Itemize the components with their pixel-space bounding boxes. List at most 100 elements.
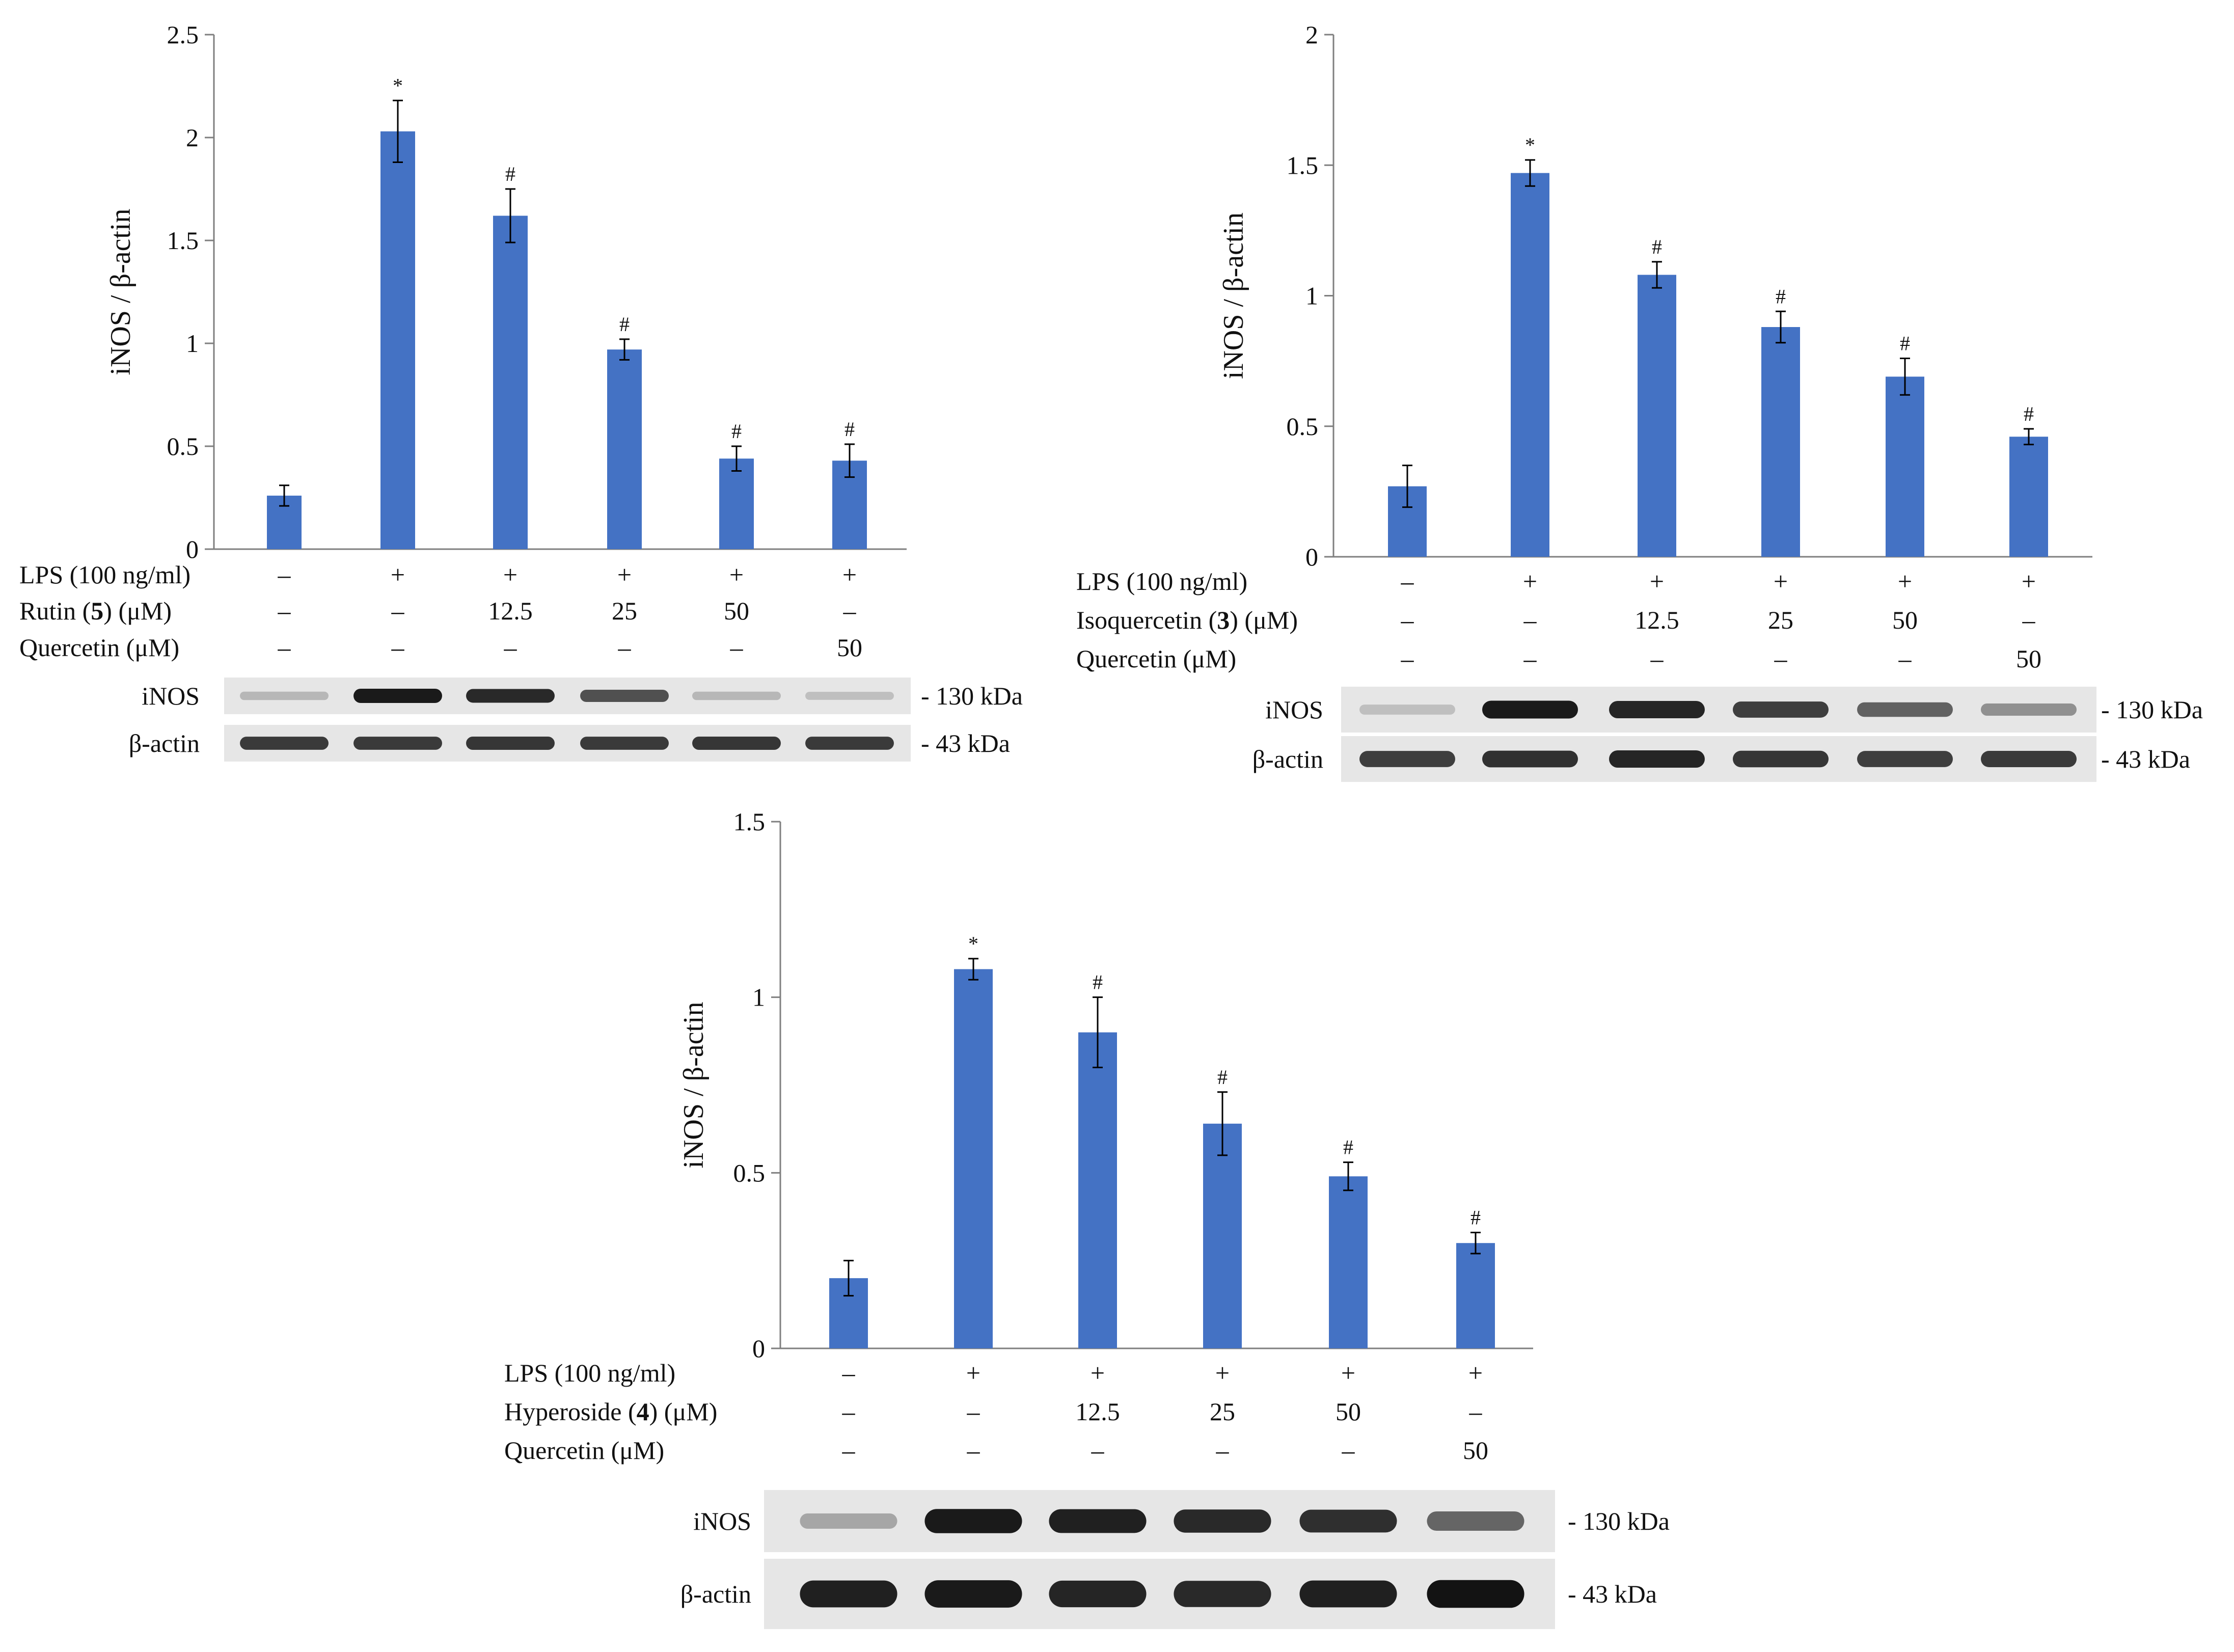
blot-kda-label: - 130 kDa (2101, 695, 2203, 724)
treatment-value: 25 (1210, 1397, 1235, 1426)
blot-band (692, 691, 781, 700)
blot-label: iNOS (693, 1507, 751, 1535)
blot-band (1981, 703, 2077, 716)
y-tick-label: 0 (1305, 543, 1318, 571)
treatment-value: 50 (1336, 1397, 1361, 1426)
blot-label: iNOS (142, 682, 200, 710)
blot-band (1427, 1580, 1524, 1608)
treatment-label: LPS (100 ng/ml) (504, 1359, 675, 1387)
treatment-value: 25 (612, 597, 637, 625)
y-tick-label: 1.5 (733, 807, 766, 836)
treatment-value: 12.5 (1075, 1397, 1120, 1426)
treatment-label: Quercetin (μM) (19, 633, 179, 662)
treatment-label: LPS (100 ng/ml) (19, 560, 190, 589)
treatment-value: + (1523, 567, 1537, 595)
treatment-value: – (967, 1436, 980, 1465)
blot-label: β-actin (680, 1580, 751, 1608)
blot-label: iNOS (1265, 695, 1323, 724)
treatment-value: – (967, 1397, 980, 1426)
treatment-value: – (842, 1436, 856, 1465)
blot-band (240, 691, 329, 700)
y-axis-label: iNOS / β-actin (1218, 212, 1249, 379)
blot-band (353, 688, 442, 703)
significance-mark: # (731, 420, 742, 443)
blot-band (1427, 1511, 1524, 1531)
blot-band (805, 737, 894, 750)
treatment-value: – (1898, 644, 1912, 673)
treatment-value: – (843, 597, 857, 625)
bar-5 (719, 458, 754, 549)
blot-strip (1341, 687, 2096, 733)
blot-band (1359, 751, 1455, 767)
y-tick-label: 2 (186, 123, 199, 152)
treatment-value: 50 (2016, 644, 2041, 673)
treatment-value: – (278, 560, 291, 589)
treatment-value: – (842, 1359, 856, 1387)
bar-3 (1078, 1032, 1117, 1348)
treatment-value: 50 (724, 597, 749, 625)
significance-mark: * (1525, 133, 1535, 156)
blot-band (1482, 700, 1578, 719)
y-axis-label: iNOS / β-actin (105, 208, 137, 375)
blot-band (1857, 702, 1953, 717)
treatment-value: 12.5 (1634, 606, 1679, 634)
y-axis-label: iNOS / β-actin (678, 1001, 710, 1168)
blot-band (800, 1513, 897, 1529)
blot-strip (224, 725, 911, 762)
treatment-label: Isoquercetin (3) (μM) (1076, 606, 1298, 634)
significance-mark: * (393, 74, 403, 97)
blot-band (466, 689, 555, 703)
blot-band (800, 1580, 897, 1608)
blot-band (1981, 750, 2077, 768)
treatment-value: + (503, 560, 517, 589)
treatment-value: + (1341, 1359, 1355, 1387)
significance-mark: # (844, 418, 855, 441)
treatment-value: + (617, 560, 632, 589)
treatment-value: – (278, 633, 291, 662)
y-tick-label: 0.5 (1287, 412, 1319, 441)
treatment-value: 25 (1768, 606, 1793, 634)
y-tick-label: 1.5 (167, 226, 199, 255)
treatment-value: 12.5 (488, 597, 533, 625)
treatment-value: – (391, 633, 405, 662)
blot-kda-label: - 43 kDa (921, 729, 1010, 757)
treatment-value: – (278, 597, 291, 625)
significance-mark: # (1776, 285, 1786, 308)
blot-band (1359, 705, 1455, 715)
blot-band (1733, 701, 1829, 718)
treatment-label: Hyperoside (4) (μM) (504, 1397, 717, 1426)
blot-band (1299, 1509, 1397, 1533)
bar-5 (1886, 376, 1924, 557)
bar-3 (1638, 275, 1676, 557)
treatment-value: + (2022, 567, 2036, 595)
significance-mark: # (1470, 1206, 1481, 1229)
blot-label: β-actin (1252, 745, 1323, 773)
blot-band (353, 737, 442, 750)
bar-5 (1329, 1176, 1368, 1348)
treatment-label: Quercetin (μM) (1076, 644, 1236, 673)
y-tick-label: 1 (1305, 282, 1318, 310)
blot-kda-label: - 43 kDa (1568, 1580, 1657, 1608)
treatment-value: – (1401, 567, 1414, 595)
treatment-value: 50 (1463, 1436, 1488, 1465)
y-tick-label: 0 (752, 1334, 765, 1363)
treatment-value: + (1091, 1359, 1105, 1387)
y-tick-label: 0.5 (733, 1158, 766, 1187)
y-tick-label: 1.5 (1287, 151, 1319, 179)
treatment-value: – (730, 633, 744, 662)
blot-band (1049, 1580, 1147, 1608)
treatment-value: + (1898, 567, 1912, 595)
treatment-value: + (966, 1359, 980, 1387)
blot-band (805, 692, 894, 700)
blot-band (580, 689, 669, 702)
blot-band (1049, 1509, 1147, 1533)
treatment-value: – (618, 633, 632, 662)
blot-band (1299, 1580, 1397, 1608)
treatment-value: 50 (837, 633, 862, 662)
bar-4 (1761, 327, 1800, 557)
significance-mark: # (1343, 1136, 1353, 1159)
significance-mark: # (2024, 402, 2034, 425)
blot-band (692, 737, 781, 750)
